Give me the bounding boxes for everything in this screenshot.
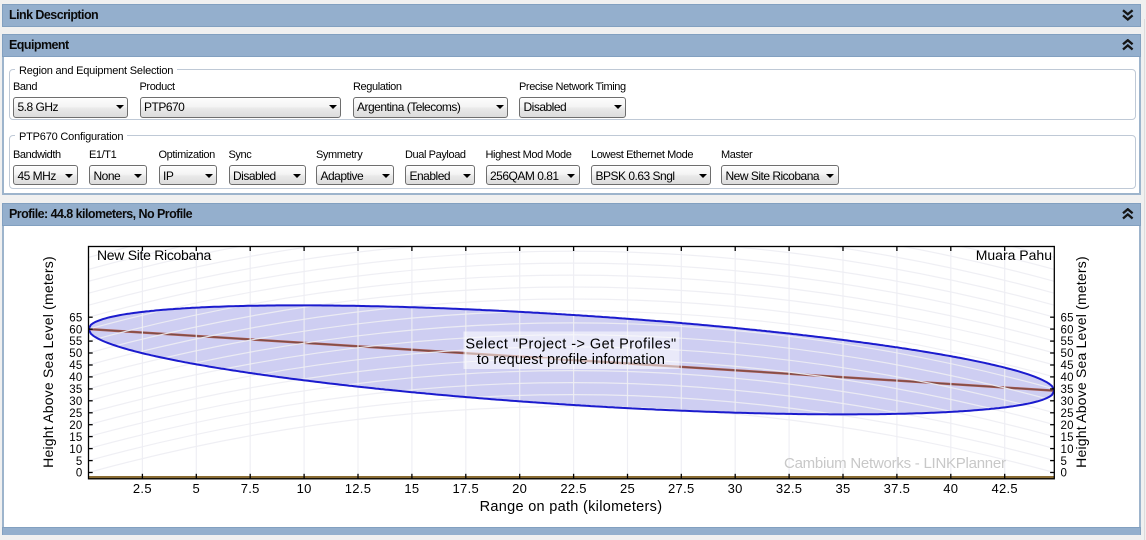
svg-text:40: 40 [69,372,82,384]
svg-text:30: 30 [728,481,743,496]
svg-text:55: 55 [1061,336,1074,348]
svg-text:Height Above Sea Level (meters: Height Above Sea Level (meters) [40,256,56,468]
svg-text:32.5: 32.5 [776,481,803,496]
svg-text:25: 25 [1061,408,1074,420]
svg-text:40: 40 [1061,372,1074,384]
svg-text:25: 25 [69,408,82,420]
svg-text:Range on path (kilometers): Range on path (kilometers) [480,499,663,515]
svg-text:20: 20 [512,481,527,496]
svg-text:7.5: 7.5 [241,481,260,496]
svg-text:0: 0 [76,468,83,480]
svg-text:10: 10 [297,481,312,496]
svg-text:22.5: 22.5 [560,481,587,496]
svg-text:55: 55 [69,336,82,348]
svg-text:5: 5 [193,481,201,496]
svg-text:25: 25 [620,481,635,496]
svg-text:0: 0 [1061,468,1068,480]
svg-text:5: 5 [76,456,83,468]
svg-text:50: 50 [1061,348,1074,360]
svg-text:to request profile information: to request profile information [477,352,665,368]
svg-text:15: 15 [69,432,82,444]
svg-text:37.5: 37.5 [884,481,911,496]
svg-text:60: 60 [69,324,82,336]
svg-text:65: 65 [1061,312,1074,324]
svg-text:20: 20 [1061,420,1074,432]
svg-text:15: 15 [404,481,419,496]
svg-text:45: 45 [69,360,82,372]
svg-text:2.5: 2.5 [133,481,152,496]
svg-text:50: 50 [69,348,82,360]
svg-text:27.5: 27.5 [668,481,695,496]
svg-text:45: 45 [1061,360,1074,372]
svg-text:5: 5 [1061,456,1068,468]
svg-text:35: 35 [1061,384,1074,396]
svg-text:12.5: 12.5 [345,481,372,496]
svg-text:20: 20 [69,420,82,432]
svg-text:17.5: 17.5 [453,481,480,496]
svg-text:Muara Pahu: Muara Pahu [976,247,1052,263]
svg-text:40: 40 [943,481,958,496]
svg-text:30: 30 [1061,396,1074,408]
svg-text:10: 10 [69,444,82,456]
svg-text:Cambium Networks - LINKPlanner: Cambium Networks - LINKPlanner [784,455,1006,472]
svg-text:65: 65 [69,312,82,324]
svg-text:10: 10 [1061,444,1074,456]
svg-text:New Site Ricobana: New Site Ricobana [97,247,211,263]
svg-text:60: 60 [1061,324,1074,336]
svg-text:Select "Project -> Get Profile: Select "Project -> Get Profiles" [465,337,676,353]
svg-text:42.5: 42.5 [991,481,1018,496]
svg-text:30: 30 [69,396,82,408]
svg-text:35: 35 [835,481,850,496]
svg-text:15: 15 [1061,432,1074,444]
svg-text:35: 35 [69,384,82,396]
svg-text:Height Above Sea Level (meters: Height Above Sea Level (meters) [1073,256,1089,468]
